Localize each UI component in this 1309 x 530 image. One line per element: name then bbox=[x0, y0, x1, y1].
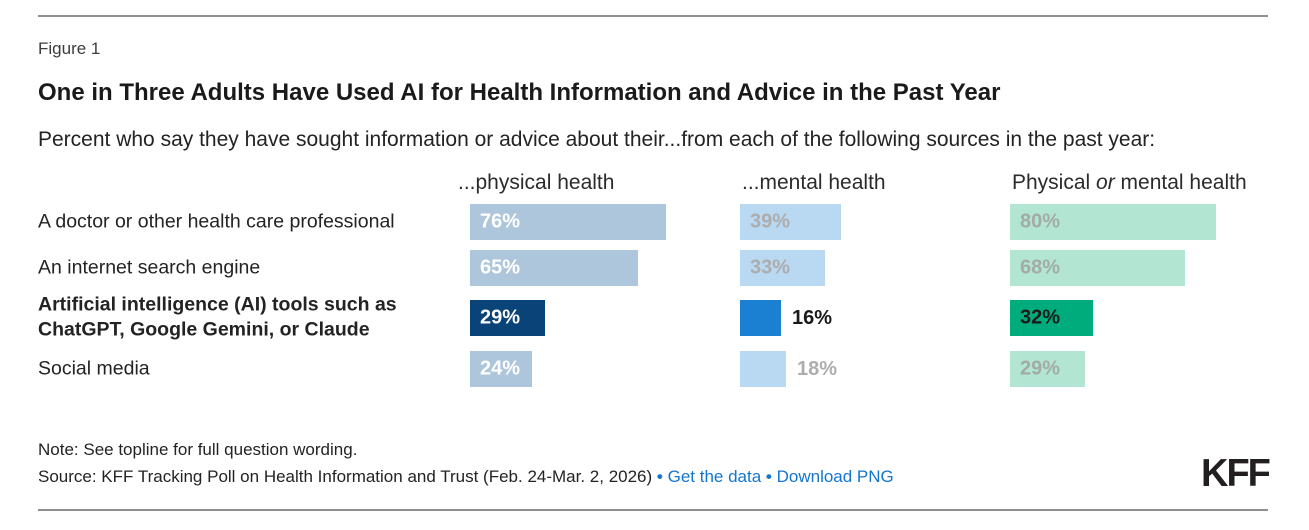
bar-cell: 76% bbox=[470, 204, 666, 240]
bar: 65% bbox=[470, 250, 638, 286]
source-line: Source: KFF Tracking Poll on Health Info… bbox=[38, 467, 894, 487]
download-png-link[interactable]: Download PNG bbox=[776, 467, 894, 486]
bar: 39% bbox=[740, 204, 841, 240]
row-label: Social media bbox=[38, 357, 150, 380]
bar-cell: 80% bbox=[1010, 204, 1216, 240]
bar bbox=[740, 351, 786, 387]
bar-value-label: 65% bbox=[480, 256, 521, 279]
combined-header-or: or bbox=[1096, 171, 1115, 194]
bar: 33% bbox=[740, 250, 825, 286]
bar-value-label: 80% bbox=[1020, 210, 1061, 233]
source-separator: • bbox=[765, 467, 772, 486]
column-header-combined-health: Physical or mental health bbox=[1012, 171, 1247, 195]
figure-label: Figure 1 bbox=[38, 39, 101, 58]
bar-cell: 29% bbox=[470, 300, 545, 336]
kff-logo: KFF bbox=[1201, 452, 1271, 496]
chart-row: An internet search engine 65% 33% 68% bbox=[38, 244, 1309, 292]
get-the-data-link[interactable]: Get the data bbox=[667, 467, 762, 486]
source-text: Source: KFF Tracking Poll on Health Info… bbox=[38, 467, 653, 486]
chart-row: Social media 24% 18% 29% bbox=[38, 345, 1309, 393]
bar: 80% bbox=[1010, 204, 1216, 240]
top-divider bbox=[38, 15, 1268, 17]
bar-cell: 18% bbox=[740, 351, 837, 387]
page-title: One in Three Adults Have Used AI for Hea… bbox=[38, 79, 1001, 106]
bar: 32% bbox=[1010, 300, 1093, 336]
note-text: Note: See topline for full question word… bbox=[38, 440, 358, 459]
bar: 29% bbox=[470, 300, 545, 336]
chart-row: A doctor or other health care profession… bbox=[38, 198, 1309, 246]
row-label: A doctor or other health care profession… bbox=[38, 210, 395, 233]
bar-cell: 32% bbox=[1010, 300, 1093, 336]
row-label: Artificial intelligence (AI) tools such … bbox=[38, 293, 397, 341]
bar-value-label: 68% bbox=[1020, 256, 1061, 279]
bar-value-label: 33% bbox=[750, 256, 791, 279]
bar-value-label: 76% bbox=[480, 210, 521, 233]
bar-cell: 24% bbox=[470, 351, 532, 387]
source-separator: • bbox=[656, 467, 663, 486]
column-header-physical-health: ...physical health bbox=[458, 171, 615, 194]
combined-header-pre: Physical bbox=[1012, 171, 1097, 194]
chart-row: Artificial intelligence (AI) tools such … bbox=[38, 293, 1309, 343]
bar-cell: 29% bbox=[1010, 351, 1085, 387]
bar-value-label: 24% bbox=[480, 357, 521, 380]
bar-value-label: 29% bbox=[1020, 357, 1061, 380]
combined-header-post: mental health bbox=[1114, 171, 1247, 194]
bar: 68% bbox=[1010, 250, 1185, 286]
bar-value-label: 16% bbox=[792, 306, 833, 329]
bar: 24% bbox=[470, 351, 532, 387]
column-header-mental-health: ...mental health bbox=[742, 171, 886, 194]
bar: 76% bbox=[470, 204, 666, 240]
bottom-divider bbox=[38, 509, 1268, 511]
bar-value-label: 18% bbox=[797, 357, 838, 380]
chart-subtitle: Percent who say they have sought informa… bbox=[38, 128, 1156, 151]
bar-value-label: 32% bbox=[1020, 306, 1061, 329]
bar-cell: 33% bbox=[740, 250, 825, 286]
bar-value-label: 29% bbox=[480, 306, 521, 329]
bar-cell: 39% bbox=[740, 204, 841, 240]
bar-value-label: 39% bbox=[750, 210, 791, 233]
bar-cell: 16% bbox=[740, 300, 832, 336]
row-label: An internet search engine bbox=[38, 256, 261, 279]
bar-cell: 68% bbox=[1010, 250, 1185, 286]
bar-cell: 65% bbox=[470, 250, 638, 286]
bar: 29% bbox=[1010, 351, 1085, 387]
bar bbox=[740, 300, 781, 336]
